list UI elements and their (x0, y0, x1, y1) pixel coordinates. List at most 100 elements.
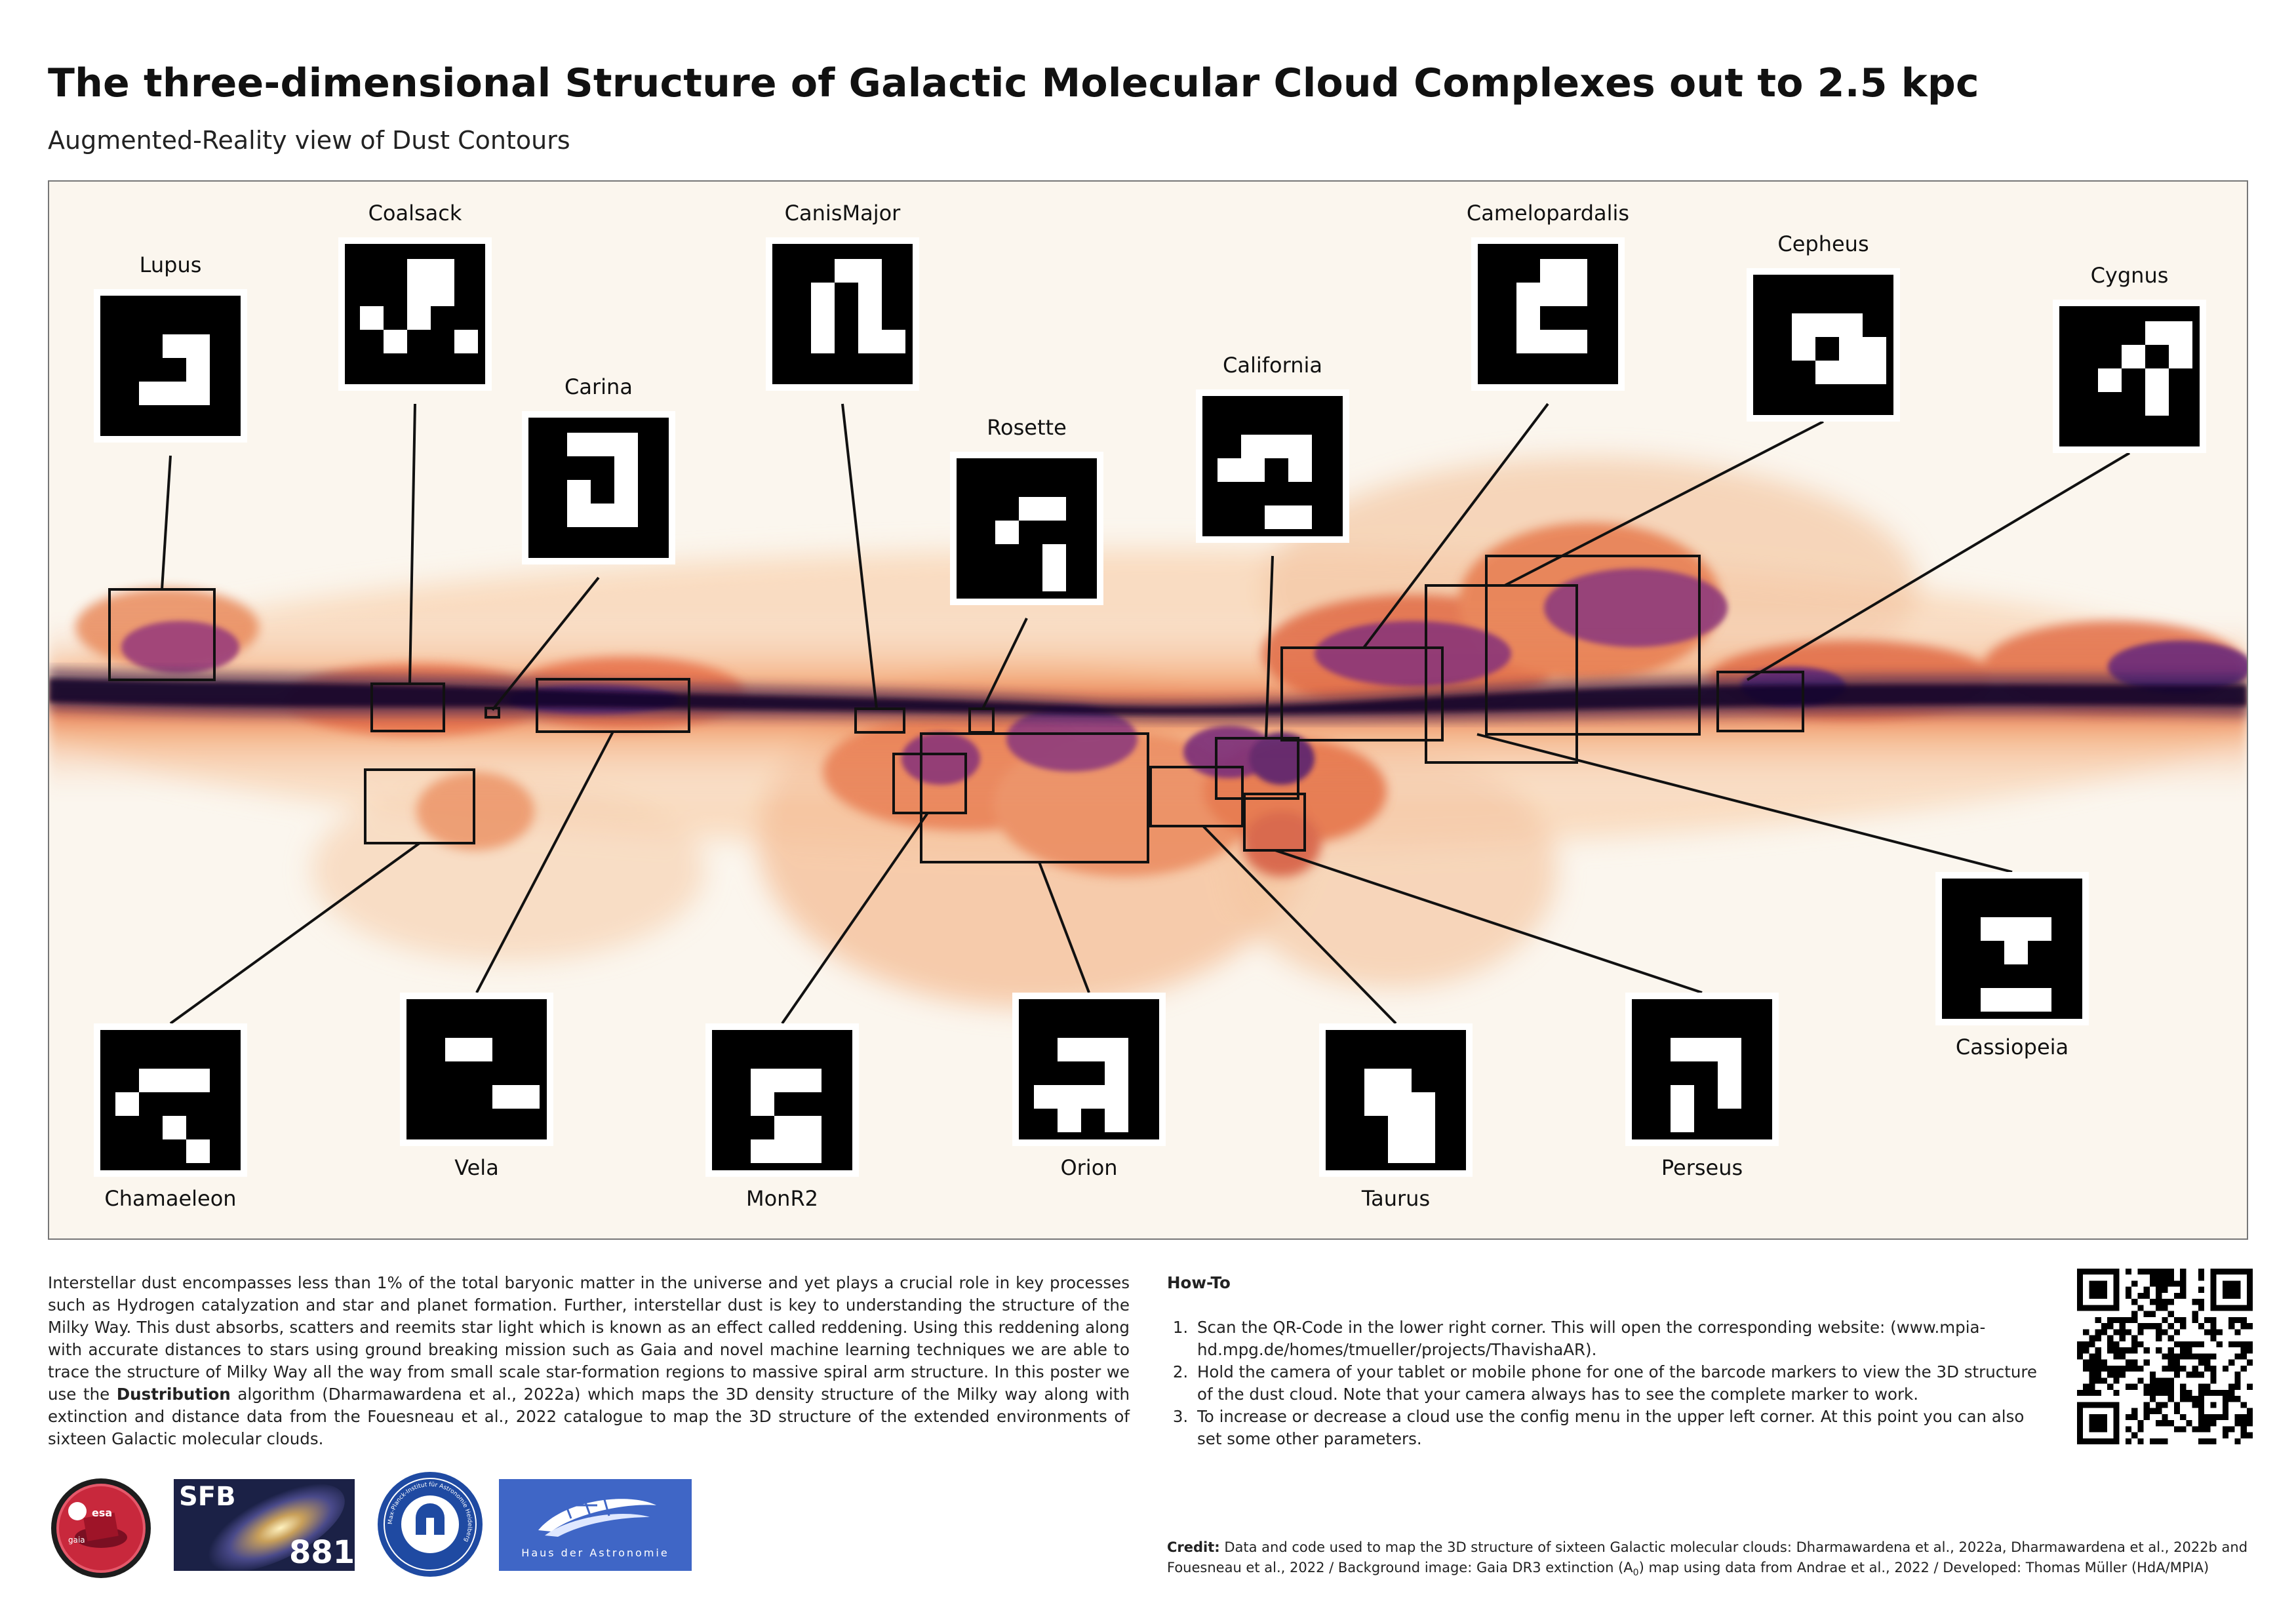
leader-line (1265, 555, 1274, 739)
marker-cell (186, 382, 210, 405)
qr-code[interactable] (2077, 1269, 2253, 1444)
marker-cell (798, 1139, 821, 1163)
marker-cell (1388, 1092, 1412, 1116)
gaia-text: gaia (68, 1535, 85, 1545)
region-boxes (108, 555, 1804, 863)
marker-cell (591, 504, 614, 527)
marker-cell (798, 1116, 821, 1139)
marker-cell (858, 259, 882, 283)
marker-cell (1241, 435, 1265, 458)
marker-cell (1516, 283, 1540, 306)
marker-cell (445, 1038, 469, 1061)
region-box (1425, 584, 1578, 764)
region-box (1280, 646, 1444, 742)
marker-square (1632, 999, 1772, 1139)
marker-lupus: Lupus (94, 252, 247, 443)
marker-square (406, 999, 547, 1139)
marker-cell (2145, 392, 2169, 416)
leader-line (1504, 420, 1824, 587)
leader-line (169, 842, 421, 1025)
marker-canismajor: CanisMajor (766, 201, 919, 391)
marker-cell (407, 259, 431, 283)
marker-cell (751, 1069, 774, 1092)
leader-line (1746, 452, 2131, 681)
marker-cell (1058, 1109, 1081, 1132)
marker-label: Coalsack (368, 201, 462, 226)
esa-text: esa (92, 1507, 112, 1519)
marker-cell (2169, 321, 2192, 345)
marker-cell (186, 1069, 210, 1092)
region-box (920, 732, 1149, 863)
marker-cell (1839, 313, 1863, 337)
intro-text-1: Interstellar dust encompasses less than … (48, 1273, 1130, 1404)
marker-cell (1288, 458, 1312, 482)
marker-label: Orion (1060, 1155, 1117, 1180)
marker-cell (1019, 497, 1042, 521)
marker-cell (798, 1069, 821, 1092)
marker-cell (163, 334, 186, 358)
marker-cell (431, 259, 454, 283)
marker-label: CanisMajor (785, 201, 901, 226)
region-box (108, 588, 216, 681)
region-box (1215, 737, 1299, 800)
marker-cell (1388, 1069, 1412, 1092)
marker-label: Lupus (140, 252, 202, 277)
marker-cell (186, 334, 210, 358)
marker-label: MonR2 (746, 1186, 818, 1211)
marker-california: California (1196, 353, 1349, 543)
marker-cell (1081, 1038, 1105, 1061)
hda-logo: Haus der Astronomie (499, 1479, 692, 1571)
leader-lines (161, 403, 2131, 1025)
marker-cell (1540, 330, 1564, 353)
leader-line (841, 403, 878, 709)
marker-cell (2004, 941, 2028, 964)
leader-line (981, 618, 1028, 709)
marker-cell (1265, 505, 1288, 529)
marker-cell (858, 306, 882, 330)
leader-line (491, 576, 600, 711)
hda-text: Haus der Astronomie (521, 1547, 669, 1559)
marker-cell (1540, 259, 1564, 283)
esa-gaia-logo: esa gaia (51, 1478, 151, 1578)
dust-map-canvas: Lupus Coalsack Carina CanisMajor Rosette Cali… (49, 182, 2247, 1238)
marker-cell (1815, 361, 1839, 384)
marker-label: Cassiopeia (1956, 1035, 2068, 1059)
marker-cell (1412, 1092, 1435, 1116)
marker-cell (1981, 917, 2004, 941)
marker-rosette: Rosette (950, 415, 1103, 605)
marker-cell (407, 306, 431, 330)
region-box (364, 768, 475, 844)
marker-cell (431, 283, 454, 306)
region-box (1149, 766, 1244, 827)
sfb-text: SFB (179, 1482, 236, 1512)
marker-cell (1364, 1069, 1388, 1092)
howto-step: Scan the QR-Code in the lower right corn… (1193, 1316, 2039, 1361)
marker-cell (139, 382, 163, 405)
marker-square (957, 458, 1097, 599)
marker-cassiopeia: Cassiopeia (1935, 872, 2089, 1059)
marker-cell (1718, 1085, 1741, 1109)
marker-cell (567, 480, 591, 504)
marker-cell (1058, 1085, 1081, 1109)
marker-label: Rosette (987, 415, 1067, 440)
poster-title: The three-dimensional Structure of Galac… (48, 60, 1979, 106)
marker-cell (774, 1069, 798, 1092)
marker-cell (614, 504, 638, 527)
leader-line (475, 731, 614, 993)
marker-cell (1815, 313, 1839, 337)
marker-label: Cygnus (2091, 263, 2169, 288)
marker-cell (2004, 917, 2028, 941)
howto-section: How-To Scan the QR-Code in the lower rig… (1167, 1272, 2039, 1450)
marker-cell (1288, 505, 1312, 529)
marker-cell (614, 456, 638, 480)
marker-cell (1671, 1085, 1694, 1109)
leader-line (1476, 733, 2013, 873)
marker-cell (1564, 283, 1587, 306)
region-box (1716, 671, 1804, 732)
marker-cell (1564, 259, 1587, 283)
marker-cell (1217, 458, 1241, 482)
marker-orion: Orion (1012, 993, 1166, 1180)
marker-cell (858, 283, 882, 306)
marker-cell (384, 330, 407, 353)
credit-subscript: 0 (1633, 1568, 1639, 1579)
